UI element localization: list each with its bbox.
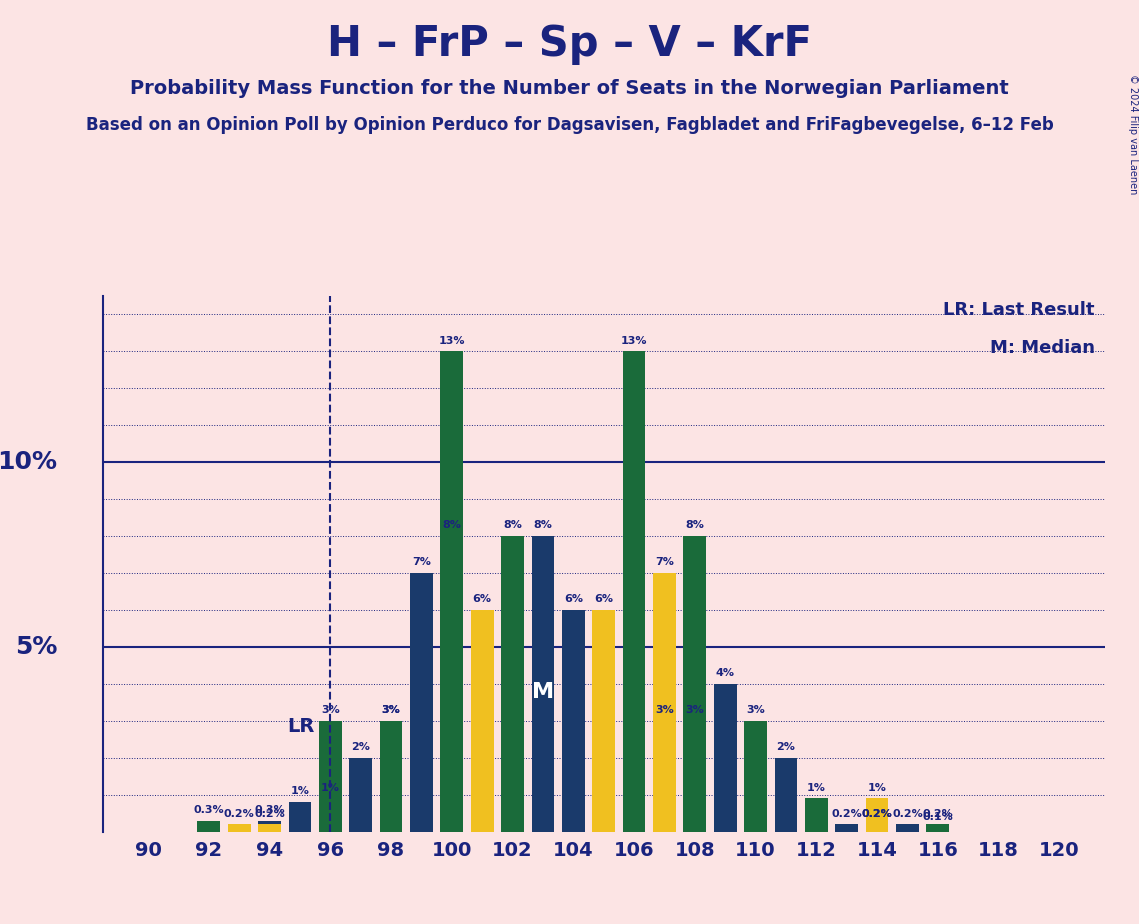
Text: 0.2%: 0.2%	[923, 808, 953, 819]
Text: M: M	[532, 682, 554, 702]
Text: 6%: 6%	[473, 594, 492, 604]
Bar	[835, 824, 858, 832]
Bar	[592, 610, 615, 832]
Bar	[926, 824, 949, 832]
Text: 0.2%: 0.2%	[831, 808, 862, 819]
Bar	[228, 824, 251, 832]
Text: 0.2%: 0.2%	[254, 808, 285, 819]
Bar	[683, 536, 706, 832]
Bar	[926, 828, 949, 832]
Text: 7%: 7%	[655, 557, 674, 567]
Bar	[532, 536, 555, 832]
Text: Based on an Opinion Poll by Opinion Perduco for Dagsavisen, Fagbladet and FriFag: Based on an Opinion Poll by Opinion Perd…	[85, 116, 1054, 133]
Text: Probability Mass Function for the Number of Seats in the Norwegian Parliament: Probability Mass Function for the Number…	[130, 79, 1009, 98]
Text: 0.2%: 0.2%	[862, 808, 892, 819]
Bar	[319, 798, 342, 832]
Text: 1%: 1%	[868, 783, 886, 793]
Text: 2%: 2%	[777, 742, 795, 752]
Bar	[896, 824, 919, 832]
Text: 4%: 4%	[715, 668, 735, 678]
Bar	[501, 536, 524, 832]
Text: 13%: 13%	[439, 335, 465, 346]
Text: LR: Last Result: LR: Last Result	[943, 301, 1095, 319]
Text: 8%: 8%	[686, 520, 704, 530]
Text: 2%: 2%	[351, 742, 370, 752]
Text: 3%: 3%	[321, 705, 339, 715]
Text: M: Median: M: Median	[990, 338, 1095, 357]
Bar	[623, 351, 646, 832]
Text: 10%: 10%	[0, 450, 57, 474]
Text: 0.3%: 0.3%	[194, 805, 224, 815]
Bar	[562, 610, 584, 832]
Text: 1%: 1%	[806, 783, 826, 793]
Bar	[653, 721, 675, 832]
Bar	[379, 721, 402, 832]
Text: 3%: 3%	[382, 705, 401, 715]
Bar	[866, 798, 888, 832]
Bar	[379, 721, 402, 832]
Text: 5%: 5%	[15, 635, 57, 659]
Text: 3%: 3%	[746, 705, 765, 715]
Text: 1%: 1%	[290, 786, 310, 796]
Text: H – FrP – Sp – V – KrF: H – FrP – Sp – V – KrF	[327, 23, 812, 65]
Bar	[441, 351, 464, 832]
Text: LR: LR	[288, 716, 316, 736]
Bar	[866, 824, 888, 832]
Bar	[197, 821, 220, 832]
Text: 0.3%: 0.3%	[254, 805, 285, 815]
Text: 3%: 3%	[382, 705, 401, 715]
Bar	[259, 821, 281, 832]
Text: 8%: 8%	[503, 520, 522, 530]
Bar	[805, 798, 828, 832]
Bar	[714, 684, 737, 832]
Text: 13%: 13%	[621, 335, 647, 346]
Bar	[744, 721, 767, 832]
Bar	[410, 573, 433, 832]
Text: 0.2%: 0.2%	[892, 808, 923, 819]
Bar	[775, 758, 797, 832]
Text: 0.2%: 0.2%	[862, 808, 892, 819]
Text: 0.2%: 0.2%	[224, 808, 254, 819]
Text: 8%: 8%	[442, 520, 461, 530]
Bar	[653, 573, 675, 832]
Bar	[683, 721, 706, 832]
Text: 8%: 8%	[533, 520, 552, 530]
Bar	[288, 802, 311, 832]
Bar	[319, 721, 342, 832]
Text: 3%: 3%	[655, 705, 674, 715]
Bar	[441, 536, 464, 832]
Text: 3%: 3%	[686, 705, 704, 715]
Bar	[350, 758, 372, 832]
Text: © 2024 Filip van Laenen: © 2024 Filip van Laenen	[1129, 74, 1138, 194]
Text: 1%: 1%	[321, 783, 339, 793]
Text: 0.1%: 0.1%	[923, 812, 953, 822]
Bar	[470, 610, 493, 832]
Text: 7%: 7%	[412, 557, 431, 567]
Text: 6%: 6%	[564, 594, 583, 604]
Text: 6%: 6%	[595, 594, 613, 604]
Bar	[866, 824, 888, 832]
Bar	[259, 824, 281, 832]
